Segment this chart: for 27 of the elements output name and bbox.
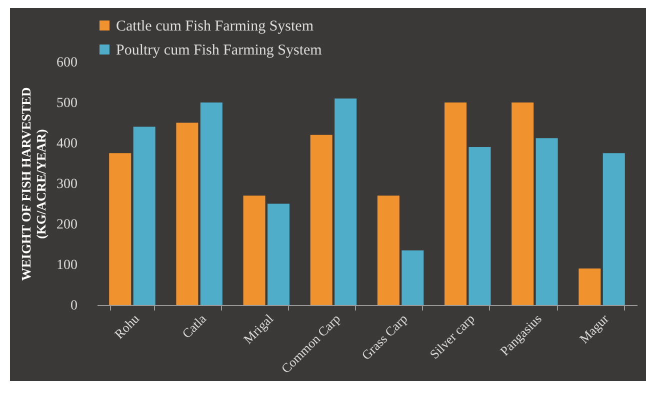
- legend-label: Cattle cum Fish Farming System: [116, 18, 314, 34]
- bar: [402, 250, 424, 305]
- bar: [334, 98, 357, 305]
- bar: [133, 126, 156, 305]
- y-axis-title: WEIGHT OF FISH HARVESTED (KG/ACRE/YEAR): [18, 87, 48, 281]
- bar: [200, 102, 222, 305]
- y-tick-label: 400: [56, 136, 78, 152]
- y-tick-label: 100: [56, 258, 78, 273]
- y-tick-label: 0: [70, 298, 78, 314]
- bar: [267, 204, 290, 305]
- bar: [444, 102, 467, 305]
- y-tick-label: 500: [56, 96, 78, 111]
- bar: [468, 147, 491, 305]
- bar: [176, 122, 198, 305]
- bar: [512, 102, 534, 305]
- y-tick-label: 200: [56, 218, 78, 232]
- y-tick-label: 300: [56, 177, 78, 192]
- x-tick-label: Catla: [178, 310, 210, 342]
- bar: [602, 153, 625, 305]
- bar: [578, 268, 601, 305]
- bar: [243, 196, 266, 305]
- bar: [310, 134, 332, 305]
- bar: [377, 196, 400, 305]
- legend-label: Poultry cum Fish Farming System: [116, 42, 322, 58]
- y-tick-label: 600: [56, 56, 78, 70]
- bar: [109, 153, 132, 305]
- bar: [536, 138, 558, 305]
